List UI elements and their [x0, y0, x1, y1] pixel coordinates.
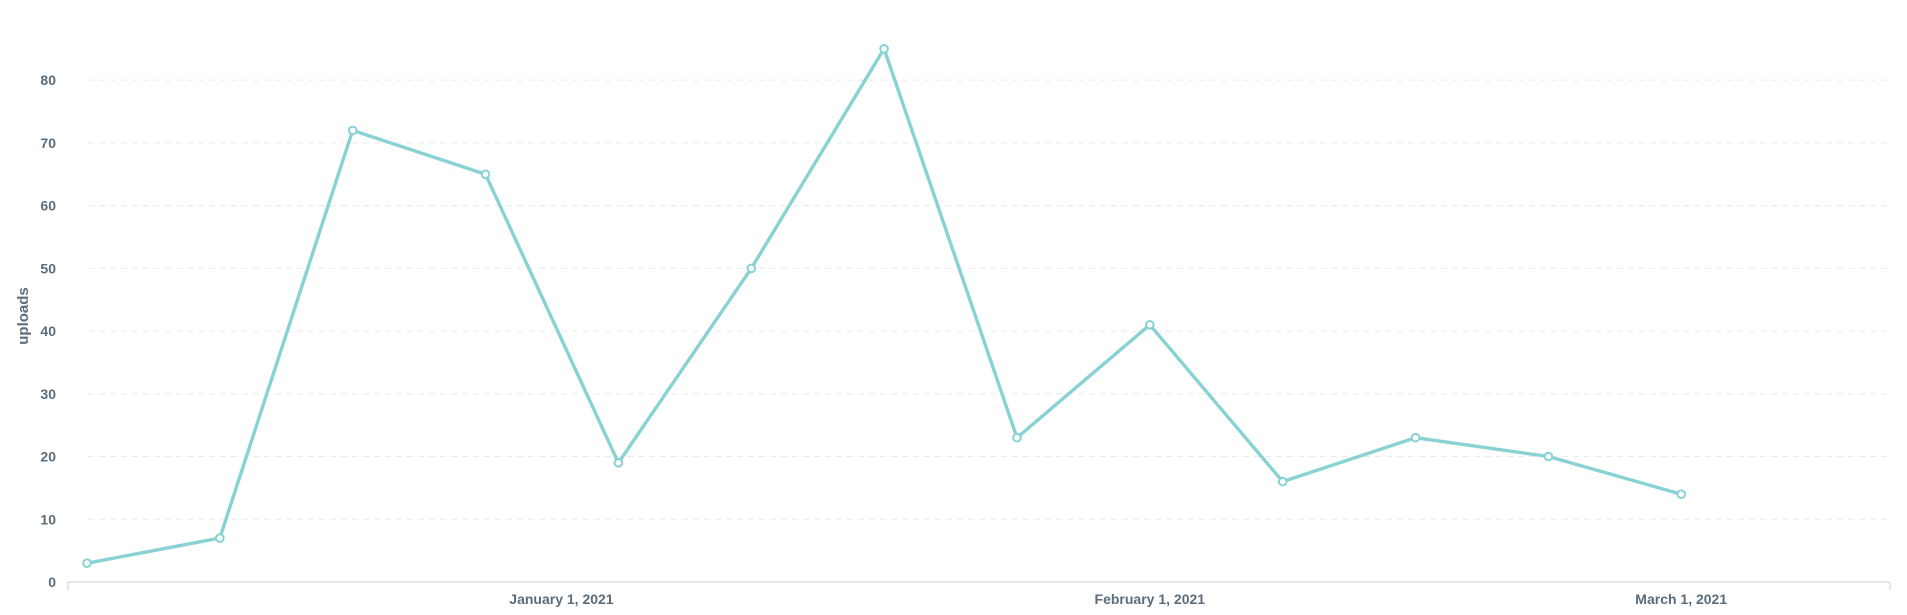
series-line [85, 47, 1683, 565]
data-point [1012, 432, 1022, 443]
y-tick-label: 20 [40, 449, 56, 465]
x-tick-label: January 1, 2021 [509, 591, 614, 607]
y-tick-label: 30 [40, 386, 56, 402]
x-tick-label: February 1, 2021 [1095, 591, 1206, 607]
data-point [480, 169, 491, 180]
data-point [1145, 320, 1155, 330]
y-tick-label: 80 [40, 72, 56, 88]
y-tick-label: 50 [40, 260, 56, 276]
y-tick-label: 40 [40, 323, 56, 339]
data-point [746, 263, 757, 274]
data-point [215, 533, 225, 543]
data-point [1543, 451, 1554, 462]
y-tick-label: 0 [48, 574, 56, 590]
data-point [1277, 476, 1288, 487]
y-tick-label: 10 [40, 511, 56, 527]
gridlines [88, 79, 1890, 520]
x-tick-label: March 1, 2021 [1635, 591, 1727, 607]
x-axis: January 1, 2021 February 1, 2021 March 1, … [67, 581, 1891, 607]
data-point [1676, 489, 1686, 500]
data-point [1410, 432, 1421, 443]
y-axis: 0 10 20 30 40 50 60 70 80 [40, 72, 56, 590]
data-point [613, 458, 624, 468]
data-point [879, 44, 889, 54]
y-tick-label: 60 [40, 198, 56, 214]
y-axis-title: uploads [15, 287, 32, 345]
y-tick-label: 70 [40, 135, 56, 151]
data-point [347, 125, 358, 136]
data-point [82, 558, 92, 569]
series-layer [82, 44, 1686, 569]
